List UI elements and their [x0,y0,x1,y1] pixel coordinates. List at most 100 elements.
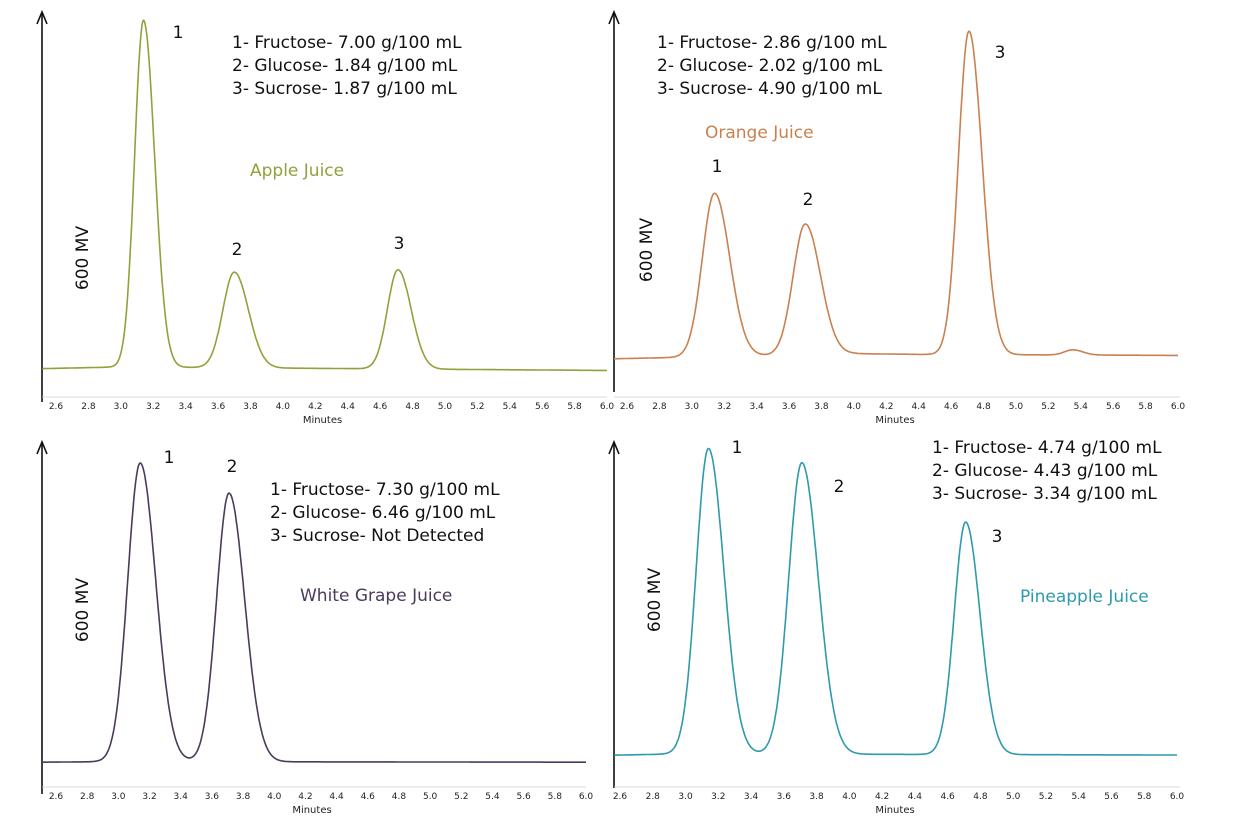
x-tick-label: 2.8 [81,402,96,412]
x-tick-label: 5.0 [1009,402,1024,412]
x-tick-label: 5.0 [438,402,453,412]
x-tick-label: 5.4 [1074,402,1089,412]
x-axis-label: Minutes [875,805,914,816]
x-tick-label: 5.0 [1006,792,1021,802]
x-tick-label: 4.4 [329,792,344,802]
peak-label-1: 1 [732,438,743,458]
x-tick-label: 3.6 [205,792,220,802]
x-tick-label: 3.8 [814,402,829,412]
x-tick-label: 5.2 [454,792,468,802]
x-tick-label: 5.6 [516,792,531,802]
x-tick-label: 3.2 [711,792,725,802]
x-tick-label: 3.0 [685,402,700,412]
x-tick-label: 3.6 [777,792,792,802]
chart-title: Pineapple Juice [1020,587,1149,607]
x-tick-label: 4.2 [298,792,312,802]
x-tick-label: 4.0 [847,402,862,412]
info-line-3: 3- Sucrose- Not Detected [270,526,484,546]
y-axis-label: 600 MV [645,568,665,633]
x-tick-label: 4.0 [267,792,282,802]
x-tick-label: 4.6 [373,402,388,412]
x-tick-label: 3.2 [146,402,160,412]
x-tick-label: 6.0 [1170,792,1185,802]
x-tick-label: 3.8 [243,402,258,412]
info-line-2: 2- Glucose- 4.43 g/100 mL [932,461,1158,481]
info-line-1: 1- Fructose- 7.30 g/100 mL [270,480,500,500]
series-line [41,462,587,764]
peak-label-2: 2 [227,457,238,477]
x-tick-label: 3.2 [142,792,156,802]
peak-label-3: 3 [394,234,405,254]
x-axis-label: Minutes [303,415,342,426]
x-tick-label: 3.6 [782,402,797,412]
x-tick-label: 4.0 [842,792,857,802]
x-tick-label: 5.4 [503,402,518,412]
x-tick-label: 3.4 [749,402,764,412]
x-tick-label: 4.4 [912,402,927,412]
info-line-1: 1- Fructose- 4.74 g/100 mL [932,438,1162,458]
x-tick-label: 4.4 [341,402,356,412]
x-tick-label: 2.6 [49,402,64,412]
x-tick-label: 3.8 [236,792,251,802]
x-tick-label: 2.6 [620,402,635,412]
x-tick-label: 5.8 [567,402,582,412]
x-tick-label: 2.8 [652,402,667,412]
x-tick-label: 5.6 [1104,792,1119,802]
chart-title: Orange Juice [705,123,814,143]
x-tick-label: 5.8 [1137,792,1152,802]
y-axis-label: 600 MV [73,578,93,643]
x-tick-label: 2.6 [49,792,64,802]
chart-panel-2: 2.6 2.8 3.0 3.2 3.4 3.6 3.8 4.0 4.2 4.4 4.6 4.8 5.0 5… [608,9,1186,426]
x-tick-label: 4.2 [308,402,322,412]
x-tick-label: 2.8 [646,792,661,802]
info-line-2: 2- Glucose- 6.46 g/100 mL [270,503,496,523]
y-axis-label: 600 MV [73,226,93,291]
x-tick-label: 3.8 [809,792,824,802]
info-line-2: 2- Glucose- 2.02 g/100 mL [657,56,883,76]
y-axis-arrow [36,9,48,25]
info-line-3: 3- Sucrose- 3.34 g/100 mL [932,484,1157,504]
y-axis-arrow [608,9,620,25]
chart-panel-3: 2.6 2.8 3.0 3.2 3.4 3.6 3.8 4.0 4.2 4.4 4.6 4.8 5.0 5… [36,439,594,816]
x-tick-label: 5.8 [1138,402,1153,412]
x-tick-label: 3.4 [174,792,189,802]
x-tick-label: 4.8 [405,402,420,412]
x-tick-label: 3.0 [114,402,129,412]
info-line-3: 3- Sucrose- 4.90 g/100 mL [657,79,882,99]
x-tick-label: 3.6 [211,402,226,412]
x-tick-label: 3.0 [111,792,126,802]
x-tick-label: 3.2 [717,402,731,412]
x-tick-label: 3.0 [678,792,693,802]
chart-title: White Grape Juice [300,586,452,606]
peak-label-2: 2 [803,190,814,210]
x-axis-label: Minutes [292,805,331,816]
x-tick-label: 4.2 [875,792,889,802]
chart-title: Apple Juice [250,161,344,181]
x-tick-label: 6.0 [1171,402,1186,412]
x-tick-label: 4.8 [973,792,988,802]
x-tick-label: 6.0 [600,402,615,412]
peak-label-1: 1 [164,448,175,468]
x-tick-label: 5.6 [535,402,550,412]
peak-label-3: 3 [992,527,1003,547]
peak-label-2: 2 [232,240,243,260]
x-tick-label: 5.2 [470,402,484,412]
x-tick-label: 2.6 [613,792,628,802]
x-tick-label: 4.8 [392,792,407,802]
x-tick-label: 5.0 [423,792,438,802]
info-line-2: 2- Glucose- 1.84 g/100 mL [232,56,458,76]
x-axis-label: Minutes [875,415,914,426]
x-tick-label: 5.2 [1039,792,1053,802]
x-tick-label: 6.0 [579,792,594,802]
x-tick-label: 4.0 [276,402,291,412]
series-line [613,30,1178,360]
y-axis-label: 600 MV [637,218,657,283]
y-axis-arrow [608,439,620,455]
chart-panel-1: 2.6 2.8 3.0 3.2 3.4 3.6 3.8 4.0 4.2 4.4 4.6 4.8 5.0 5… [36,9,615,426]
x-tick-label: 4.8 [976,402,991,412]
x-tick-label: 5.6 [1106,402,1121,412]
info-line-1: 1- Fructose- 2.86 g/100 mL [657,33,887,53]
x-tick-label: 2.8 [80,792,95,802]
x-tick-label: 4.2 [879,402,893,412]
